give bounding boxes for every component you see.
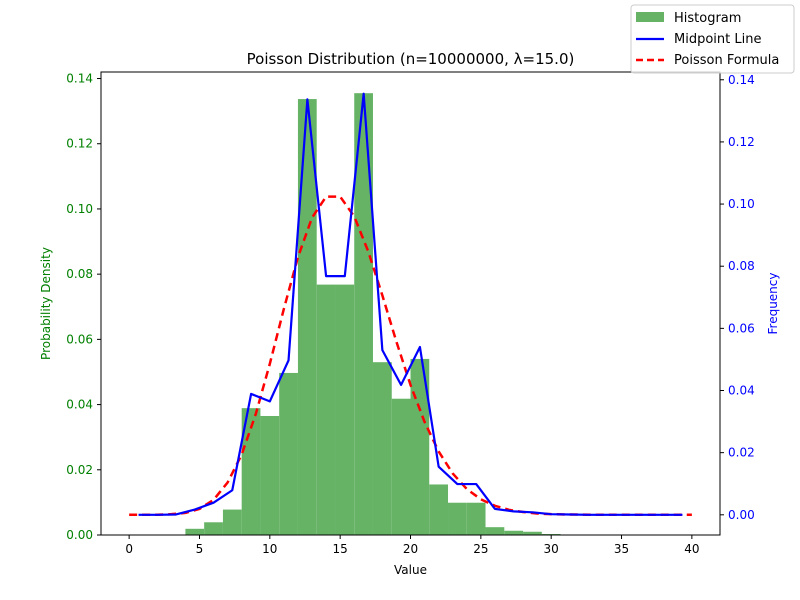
x-tick-label-4: 20	[403, 542, 418, 556]
legend-box	[630, 4, 795, 74]
left-y-tick-label-5: 0.10	[66, 202, 93, 216]
right-y-tick-label-4: 0.08	[728, 259, 755, 273]
midpoint-line	[138, 92, 683, 516]
right-y-tick-label-7: 0.14	[728, 73, 755, 87]
series-lines	[129, 92, 692, 517]
x-axis-ticks: 0 5 10 15 20 25 30 35 40	[125, 535, 700, 556]
histogram-bar-16	[429, 484, 449, 535]
x-tick-label-7: 35	[614, 542, 629, 556]
histogram-bars	[185, 93, 561, 535]
left-y-axis-ticks: 0.00 0.02 0.04 0.06 0.08 0.10 0.12 0.14	[66, 72, 101, 542]
histogram-bar-21	[523, 531, 542, 535]
histogram-bar-20	[504, 530, 524, 535]
x-tick-label-0: 0	[125, 542, 133, 556]
plot-area	[129, 92, 692, 535]
x-tick-label-8: 40	[684, 542, 699, 556]
right-y-tick-label-3: 0.06	[728, 321, 755, 335]
left-y-tick-label-2: 0.04	[66, 398, 93, 412]
left-y-tick-label-1: 0.02	[66, 463, 93, 477]
right-y-tick-label-1: 0.02	[728, 446, 755, 460]
right-y-tick-label-0: 0.00	[728, 508, 755, 522]
right-y-tick-label-2: 0.04	[728, 384, 755, 398]
histogram-bar-9	[297, 99, 317, 535]
histogram-bar-4	[204, 522, 223, 535]
histogram-bar-3	[185, 528, 205, 535]
histogram-bar-5	[222, 509, 242, 535]
x-tick-label-5: 25	[473, 542, 488, 556]
histogram-bar-11	[335, 284, 355, 535]
right-y-axis-label: Frequency	[766, 273, 780, 335]
histogram-bar-19	[485, 527, 505, 535]
histogram-bar-10	[316, 284, 336, 535]
left-y-tick-label-0: 0.00	[66, 528, 93, 542]
x-axis-label: Value	[394, 563, 427, 577]
x-tick-label-1: 5	[196, 542, 204, 556]
right-y-tick-label-6: 0.12	[728, 135, 755, 149]
histogram-bar-13	[372, 362, 392, 535]
histogram-bar-17	[448, 502, 467, 535]
histogram-bar-18	[466, 502, 486, 535]
histogram-bar-8	[279, 372, 298, 535]
right-y-tick-label-5: 0.10	[728, 197, 755, 211]
legend-label-poisson-formula: Poisson Formula	[674, 53, 779, 68]
histogram-bar-7	[260, 415, 280, 535]
chart-title: Poisson Distribution (n=10000000, λ=15.0…	[247, 50, 575, 68]
legend-swatch-histogram	[636, 12, 664, 22]
x-tick-label-3: 15	[333, 542, 348, 556]
histogram-bar-12	[354, 93, 373, 535]
legend: Histogram Midpoint Line Poisson Formula	[630, 4, 795, 74]
histogram-bar-15	[410, 358, 430, 535]
histogram-bar-14	[391, 398, 411, 535]
legend-label-midpoint-line: Midpoint Line	[674, 32, 761, 47]
x-tick-label-6: 30	[544, 542, 559, 556]
left-y-tick-label-3: 0.06	[66, 332, 93, 346]
left-y-tick-label-6: 0.12	[66, 137, 93, 151]
right-y-axis-ticks: 0.00 0.02 0.04 0.06 0.08 0.10 0.12 0.14	[720, 73, 755, 522]
left-y-axis-label: Probability Density	[39, 247, 53, 360]
left-y-tick-label-7: 0.14	[66, 72, 93, 86]
legend-label-histogram: Histogram	[674, 11, 741, 26]
x-tick-label-2: 10	[262, 542, 277, 556]
left-y-tick-label-4: 0.08	[66, 267, 93, 281]
